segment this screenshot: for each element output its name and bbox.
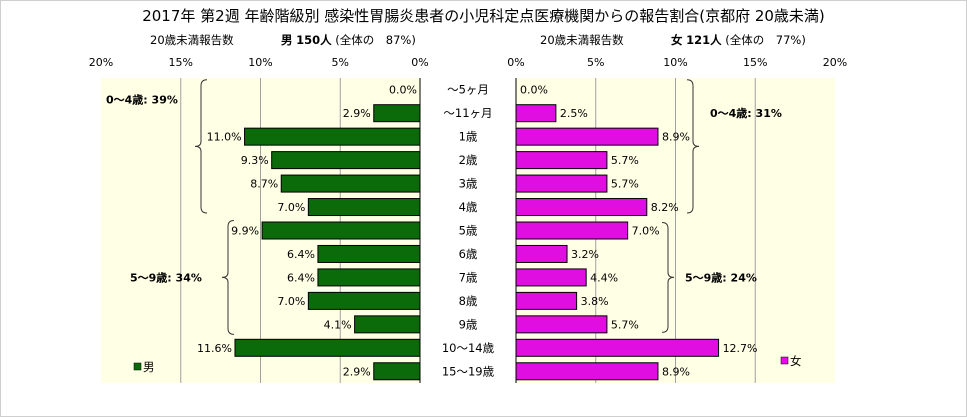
data-label-female: 3.8% [581,295,609,308]
bar-male [317,244,421,263]
category-label: 15～19歳 [442,364,495,378]
data-label-male: 11.6% [197,342,232,355]
header-female-label: 20歳未満報告数 [540,33,624,47]
data-label-male: 9.9% [231,225,259,238]
tick-label: 20% [89,56,113,69]
bar-female [515,362,659,381]
bar-male [373,362,421,381]
bar-female [515,174,608,193]
tick-label: 10% [248,56,272,69]
bar-male [280,174,421,193]
data-label-male: 4.1% [324,318,352,331]
category-label: 4歳 [459,200,478,214]
header-male-sex: 男 [280,33,293,47]
bar-male [307,198,421,217]
tick-label: 15% [169,56,193,69]
bar-female [515,338,720,357]
category-label: 1歳 [459,130,478,144]
data-label-female: 8.2% [651,201,679,214]
data-label-female: 12.7% [723,342,758,355]
bracket-female-5-9 [661,222,675,333]
annotation-male-0-4: 0～4歳: 39% [106,93,178,107]
data-label-female: 2.5% [560,107,588,120]
bracket-female-0-4 [686,79,700,214]
bracket-male-5-9 [221,220,235,335]
bar-male [317,268,421,287]
data-label-female: 5.7% [611,154,639,167]
bar-male [234,338,421,357]
bar-male [271,151,421,170]
data-label-female: 5.7% [611,178,639,191]
header-female-sex: 女 [670,33,683,47]
annotation-male-5-9: 5～9歳: 34% [130,270,202,284]
category-label: 9歳 [459,317,478,331]
tick-label: 5% [332,56,349,69]
bar-female [515,268,587,287]
tick-label: 10% [663,56,687,69]
bar-male [373,104,421,123]
data-label-female: 8.9% [662,131,690,144]
bar-female [515,244,568,263]
data-label-male: 7.0% [277,201,305,214]
tick-label: 20% [823,56,847,69]
chart-title: 2017年 第2週 年齢階級別 感染性胃腸炎患者の小児科定点医療機関からの報告割… [142,7,825,25]
data-label-female: 8.9% [662,365,690,378]
header-male-share: (全体の 87%) [335,33,416,47]
data-label-female: 3.2% [571,248,599,261]
category-label: 7歳 [459,270,478,284]
data-label-female: 7.0% [632,225,660,238]
data-label-male: 2.9% [343,107,371,120]
annotation-female-0-4: 0～4歳: 31% [710,106,782,120]
data-label-male: 7.0% [277,295,305,308]
header-male-label: 20歳未満報告数 [150,33,234,47]
bar-female [515,291,578,310]
legend-swatch-female [780,356,789,365]
category-label: 10～14歳 [442,341,495,355]
bar-male [261,221,421,240]
data-label-female: 4.4% [590,271,618,284]
category-label: 5歳 [459,224,478,238]
tick-label: 0% [411,56,428,69]
data-label-male: 6.4% [287,248,315,261]
header-female-share: (全体の 77%) [725,33,806,47]
tick-label: 15% [743,56,767,69]
data-label-male: 0.0% [389,84,417,97]
bar-female [515,151,608,170]
bar-male [307,291,421,310]
data-label-female: 5.7% [611,318,639,331]
bracket-male-0-4 [194,79,208,214]
tick-label: 0% [507,56,524,69]
annotation-female-5-9: 5～9歳: 24% [685,270,757,284]
category-label: 2歳 [459,153,478,167]
data-label-female: 0.0% [520,84,548,97]
data-label-male: 6.4% [287,271,315,284]
header-female-count: 121人 [686,33,722,47]
data-label-male: 11.0% [207,131,242,144]
data-label-male: 8.7% [250,178,278,191]
legend-label-male: 男 [143,360,155,374]
legend-swatch-male [133,362,142,371]
bar-female [515,315,608,334]
header-female: 20歳未満報告数 女 121人 (全体の 77%) [540,32,806,48]
bar-female [515,221,629,240]
legend-label-female: 女 [790,354,802,368]
data-label-male: 2.9% [343,365,371,378]
bar-female [515,127,659,146]
bar-female [515,198,648,217]
header-male-count: 150人 [296,33,332,47]
bar-male [354,315,421,334]
header-male: 20歳未満報告数 男 150人 (全体の 87%) [150,32,416,48]
bar-female [515,104,557,123]
bar-male [244,127,421,146]
tick-label: 5% [587,56,604,69]
category-label: ～11ヶ月 [443,106,492,120]
category-label: 6歳 [459,247,478,261]
category-label: 8歳 [459,294,478,308]
category-label: 3歳 [459,177,478,191]
data-label-male: 9.3% [241,154,269,167]
category-label: ～5ヶ月 [447,83,489,97]
